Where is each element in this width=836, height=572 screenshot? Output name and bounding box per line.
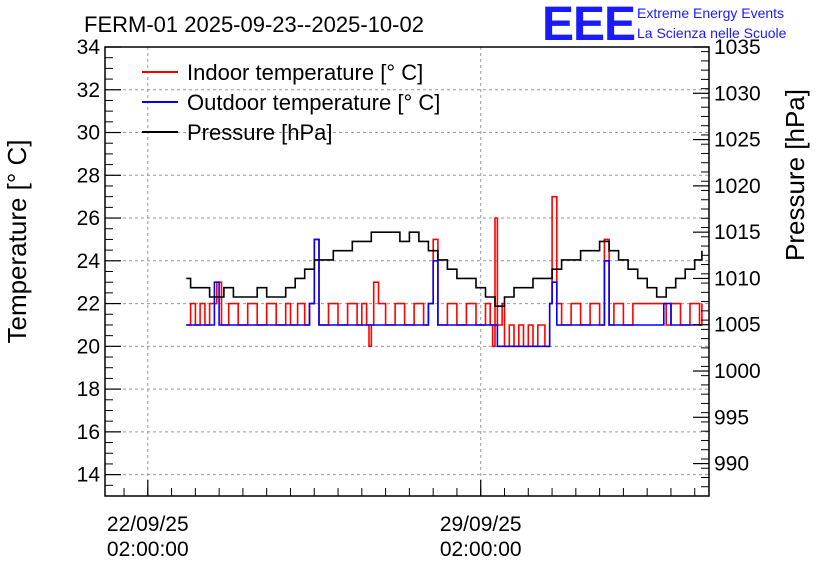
y-left-tick-label: 16: [77, 421, 100, 444]
legend-label: Pressure [hPa]: [187, 120, 333, 145]
y-right-tick-label: 995: [714, 406, 749, 429]
x-tick-label-date: 22/09/25: [107, 513, 189, 536]
y-right-tick-label: 1010: [714, 267, 761, 290]
y-left-tick-label: 14: [77, 464, 101, 487]
y-left-tick-label: 32: [77, 79, 100, 102]
legend-label: Outdoor temperature [° C]: [187, 90, 440, 115]
y-left-tick-label: 20: [77, 335, 100, 358]
y-right-tick-label: 1030: [714, 82, 761, 105]
y-right-tick-label: 990: [714, 453, 749, 476]
plot-series: [186, 195, 703, 348]
y-axis-right-label: Pressure [hPa]: [780, 89, 810, 261]
y-left-tick-label: 26: [77, 207, 100, 230]
y-left-tick-label: 28: [77, 164, 100, 187]
y-left-tick-label: 34: [77, 36, 101, 59]
series-indoor-temperature: [186, 195, 703, 348]
axes: 14 16 18 20 22 24 26 28 30 32 34 990 995 1000 1005 1010…: [77, 36, 761, 561]
x-tick-label-date: 29/09/25: [440, 513, 522, 536]
y-left-tick-label: 22: [77, 293, 100, 316]
x-tick-label-time: 02:00:00: [107, 538, 189, 561]
legend-label: Indoor temperature [° C]: [187, 60, 423, 85]
legend: Indoor temperature [° C] Outdoor temperat…: [142, 60, 440, 145]
series-pressure: [186, 231, 703, 307]
y-axis-left-label: Temperature [° C]: [2, 139, 32, 343]
y-right-tick-label: 1000: [714, 360, 761, 383]
y-left-tick-label: 30: [77, 122, 100, 145]
y-right-tick-label: 1015: [714, 221, 761, 244]
eee-logo: EEE Extreme Energy Events La Scienza nel…: [542, 0, 787, 51]
logo-mark: EEE: [542, 0, 635, 51]
x-tick-label-time: 02:00:00: [440, 538, 522, 561]
logo-line-1: Extreme Energy Events: [637, 5, 784, 21]
chart-title: FERM-01 2025-09-23--2025-10-02: [84, 12, 424, 37]
y-right-tick-label: 1005: [714, 314, 761, 337]
y-left-tick-label: 24: [77, 250, 101, 273]
y-left-tick-label: 18: [77, 378, 100, 401]
y-right-tick-label: 1025: [714, 129, 761, 152]
series-outdoor-temperature: [186, 238, 702, 348]
y-right-tick-label: 1020: [714, 175, 761, 198]
y-right-tick-label: 1035: [714, 36, 761, 59]
logo-line-2: La Scienza nelle Scuole: [637, 25, 787, 41]
